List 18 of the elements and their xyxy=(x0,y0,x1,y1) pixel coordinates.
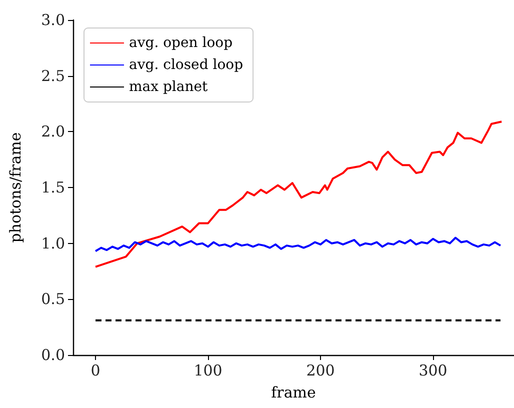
legend-label: max planet xyxy=(129,79,208,95)
x-tick-label: 100 xyxy=(194,362,222,380)
line-series xyxy=(94,120,503,268)
x-axis-title: frame xyxy=(271,384,316,402)
line-series xyxy=(94,236,502,252)
y-tick-label: 0.0 xyxy=(41,346,65,364)
y-axis-title: photons/frame xyxy=(6,132,24,243)
y-tick-label: 0.5 xyxy=(41,290,65,308)
x-tick-label: 0 xyxy=(90,362,100,380)
x-tick-label: 300 xyxy=(418,362,448,380)
legend-label: avg. open loop xyxy=(129,35,233,51)
y-tick-label: 1.0 xyxy=(41,234,65,252)
legend-label: avg. closed loop xyxy=(129,57,244,73)
y-tick-label: 1.5 xyxy=(41,178,65,196)
y-tick-label: 2.5 xyxy=(41,66,65,85)
y-tick-label: 3.0 xyxy=(41,11,65,29)
y-tick-label: 2.0 xyxy=(41,122,65,141)
x-tick-label: 200 xyxy=(306,362,335,380)
